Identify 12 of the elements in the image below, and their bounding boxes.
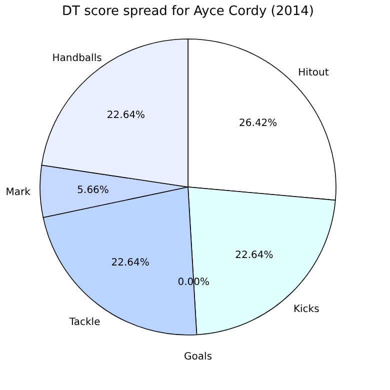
slice-label: Tackle xyxy=(68,317,100,328)
data-label: 22.64% xyxy=(235,250,274,262)
data-label: 5.66% xyxy=(77,184,109,196)
slice-label: Mark xyxy=(6,187,31,198)
data-label: 26.42% xyxy=(239,118,278,129)
slice-label: Handballs xyxy=(52,53,102,64)
slice-label: Kicks xyxy=(293,304,320,316)
chart-title: DT score spread for Ayce Cordy (2014) xyxy=(62,4,314,19)
data-label: 22.64% xyxy=(106,110,146,122)
slice-label: Hitout xyxy=(298,67,329,78)
category-label: Goals xyxy=(184,352,212,363)
data-label: 22.64% xyxy=(111,258,150,268)
